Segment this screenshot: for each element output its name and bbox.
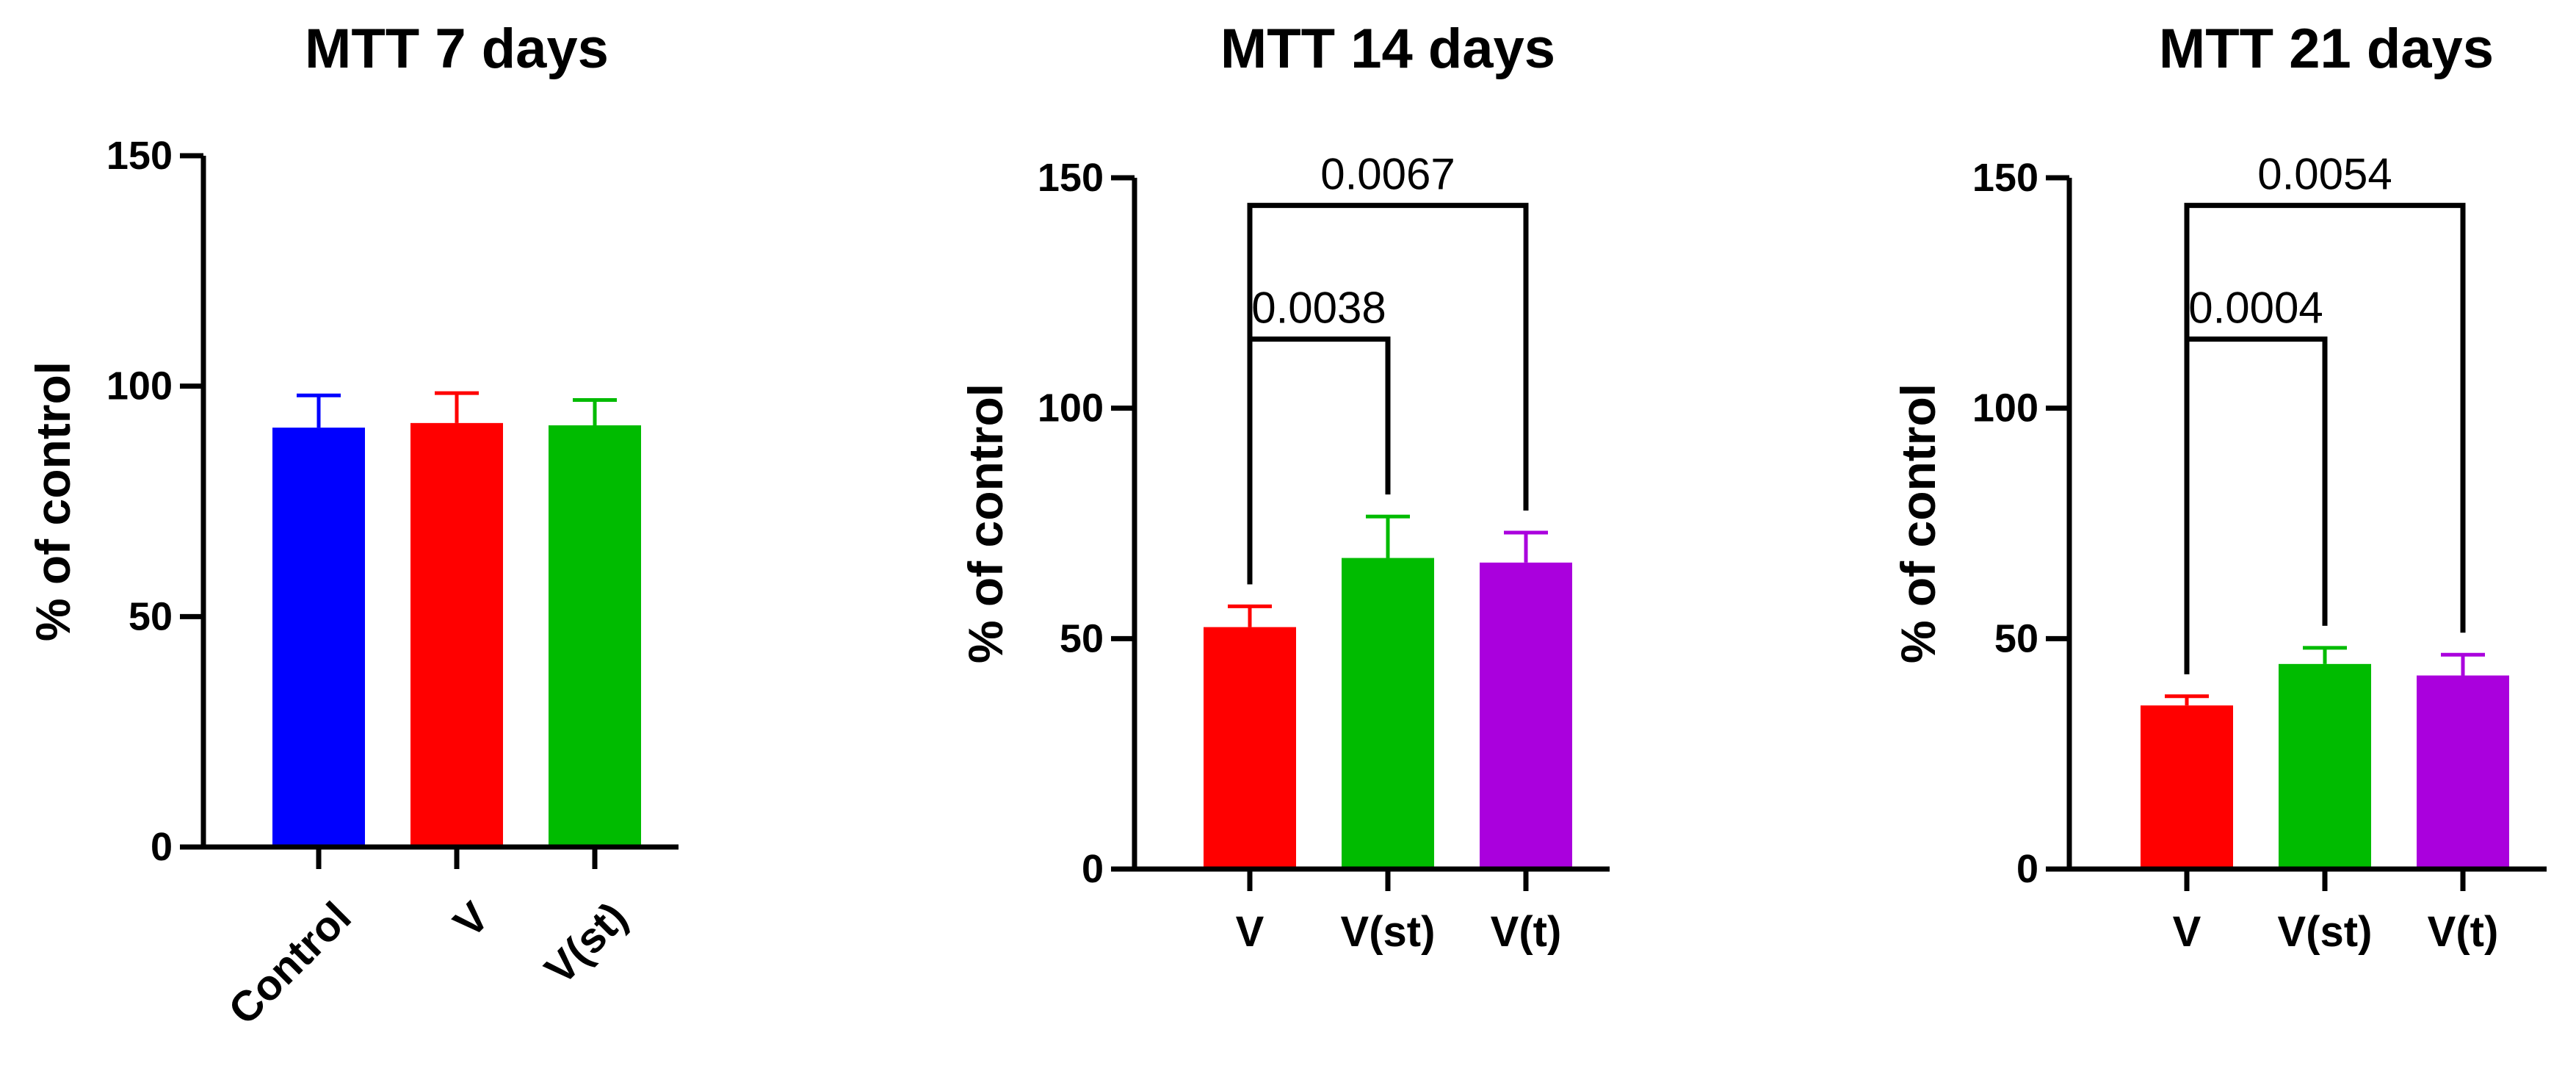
x-tick-label: V [444,893,499,947]
significance-bracket [2184,336,2328,674]
significance-bracket [2184,203,2466,674]
bar [2417,675,2509,869]
bar [1480,562,1572,869]
y-tick-label: 150 [106,134,173,178]
x-tick-label: V(st) [1341,908,1436,956]
y-tick-label: 150 [1972,156,2038,200]
bar [2279,663,2371,869]
chart-title: MTT 14 days [1220,18,1555,80]
p-value-label: 0.0067 [1320,150,1455,199]
y-axis-label: % of control [958,383,1013,663]
y-tick-label: 150 [1038,156,1104,200]
bar [410,422,503,847]
y-tick-label: 50 [1060,616,1104,660]
y-tick-label: 50 [1994,616,2038,660]
significance-bracket [1247,203,1529,585]
y-axis-label: % of control [1891,383,1945,663]
significance-bracket [1247,336,1391,585]
bar [2141,705,2233,869]
y-axis-label: % of control [26,361,80,641]
y-tick-label: 0 [1082,847,1104,891]
chart-panel-mtt-21-days: MTT 21 days % of control 0 50 100 150 V V(st)… [1891,18,2547,956]
chart-panel-mtt-7-days: MTT 7 days % of control 0 50 100 150 Control… [26,18,679,1034]
bar [1342,558,1434,869]
y-tick-label: 100 [106,364,173,408]
y-tick-label: 50 [129,594,173,638]
x-tick-label: V(t) [1491,908,1562,956]
y-tick-label: 0 [2016,847,2038,891]
y-tick-label: 100 [1972,386,2038,430]
chart-panel-mtt-14-days: MTT 14 days % of control 0 50 100 150 V V(st)… [958,18,1610,956]
bar [1204,627,1296,869]
x-tick-label: V [2173,908,2201,956]
y-tick-label: 100 [1038,386,1104,430]
x-tick-label: V [1236,908,1265,956]
x-tick-label: V(st) [536,893,637,994]
p-value-label: 0.0038 [1251,284,1386,333]
x-tick-label: V(t) [2428,908,2499,956]
bar [549,425,641,847]
p-value-label: 0.0004 [2188,284,2323,333]
chart-title: MTT 21 days [2159,18,2494,80]
x-tick-label: V(st) [2278,908,2373,956]
y-tick-label: 0 [151,825,173,869]
bar [272,428,365,847]
chart-title: MTT 7 days [305,18,609,80]
x-tick-label: Control [220,893,361,1034]
p-value-label: 0.0054 [2257,150,2392,199]
